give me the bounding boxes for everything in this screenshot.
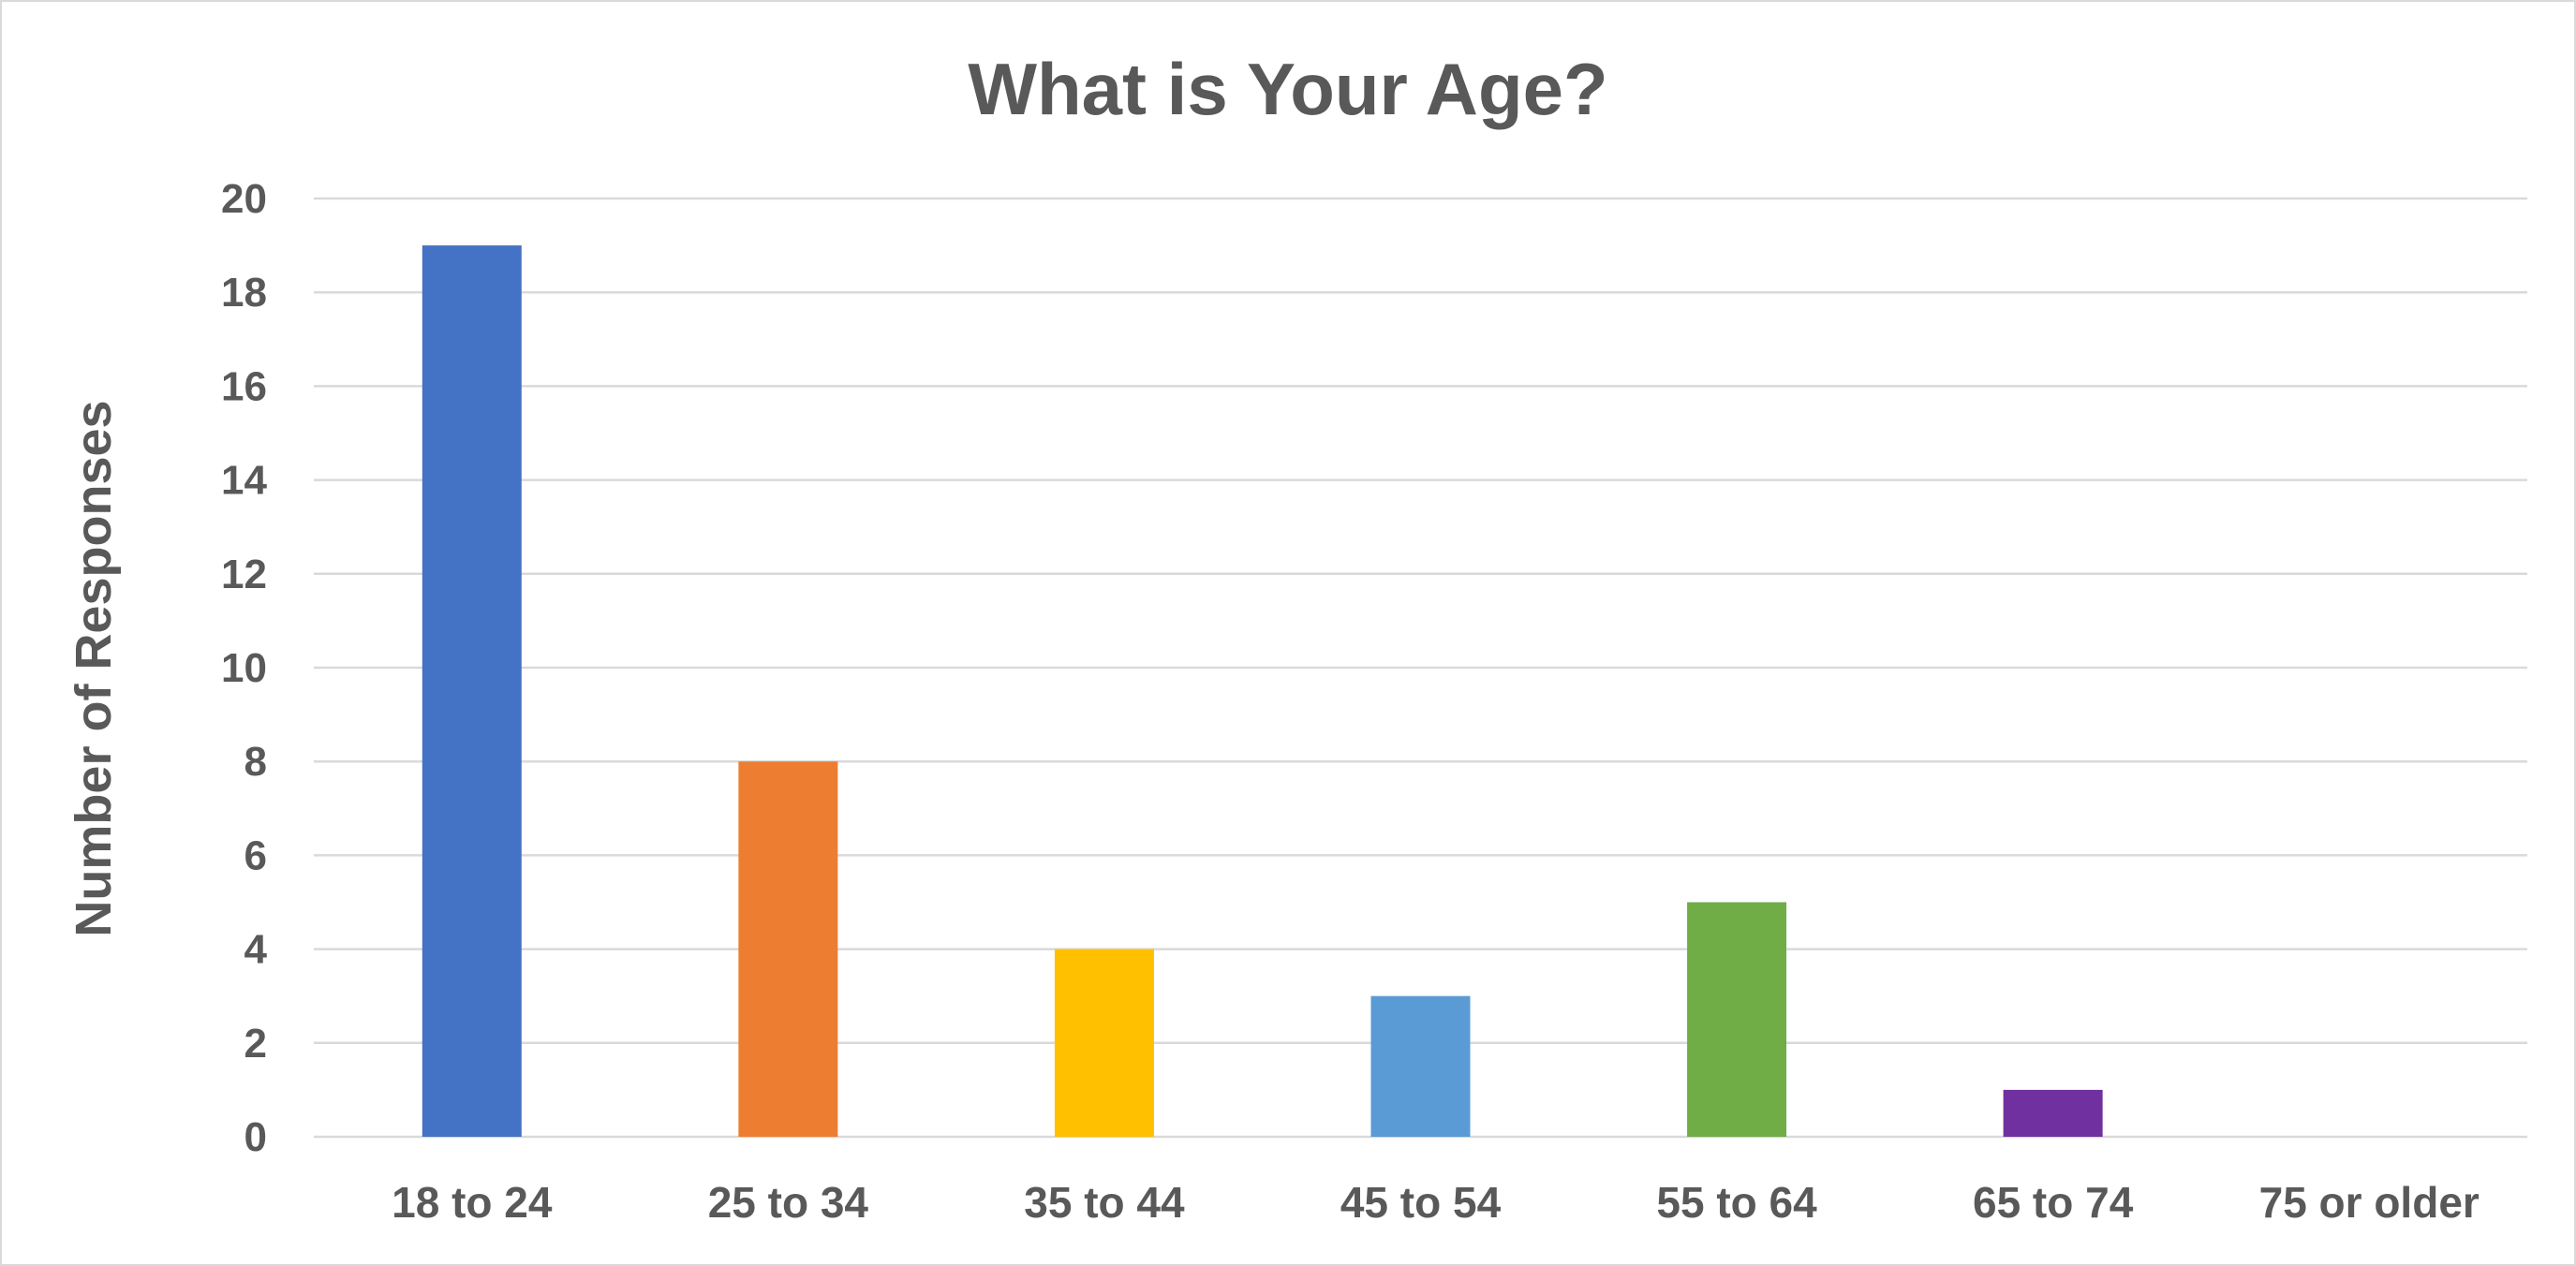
- y-tick-label: 6: [244, 832, 267, 878]
- x-category-label: 35 to 44: [1024, 1178, 1185, 1227]
- y-tick-label: 14: [221, 458, 267, 504]
- y-tick-label: 20: [221, 176, 267, 222]
- y-tick-label: 2: [244, 1021, 267, 1067]
- gridlines: [314, 197, 2527, 1139]
- x-category-label: 55 to 64: [1656, 1178, 1817, 1227]
- bar: [422, 245, 522, 1138]
- y-axis-title: Number of Responses: [66, 400, 122, 936]
- x-category-label: 65 to 74: [1973, 1178, 2134, 1227]
- bar: [1370, 995, 1471, 1137]
- bars: [422, 245, 2103, 1138]
- bar: [738, 761, 838, 1137]
- x-category-label: 25 to 34: [708, 1178, 869, 1227]
- chart-title: What is Your Age?: [968, 48, 1607, 130]
- y-tick-label: 18: [221, 270, 267, 316]
- x-category-label: 75 or older: [2259, 1178, 2480, 1227]
- y-tick-label: 0: [244, 1114, 267, 1160]
- y-tick-label: 4: [244, 927, 268, 973]
- bar: [1054, 949, 1154, 1137]
- bar: [1687, 902, 1787, 1137]
- x-category-label: 45 to 54: [1340, 1178, 1502, 1227]
- y-tick-label: 16: [221, 363, 267, 409]
- x-axis-categories: 18 to 24 25 to 34 35 to 44 45 to 54 55 to 64…: [392, 1178, 2480, 1227]
- x-category-label: 18 to 24: [392, 1178, 553, 1227]
- y-tick-label: 12: [221, 552, 267, 597]
- y-axis-ticks: 0 2 4 6 8 10 12 14 16 18 20: [221, 176, 267, 1160]
- y-tick-label: 8: [244, 739, 267, 785]
- y-tick-label: 10: [221, 645, 267, 691]
- bar: [2003, 1089, 2103, 1137]
